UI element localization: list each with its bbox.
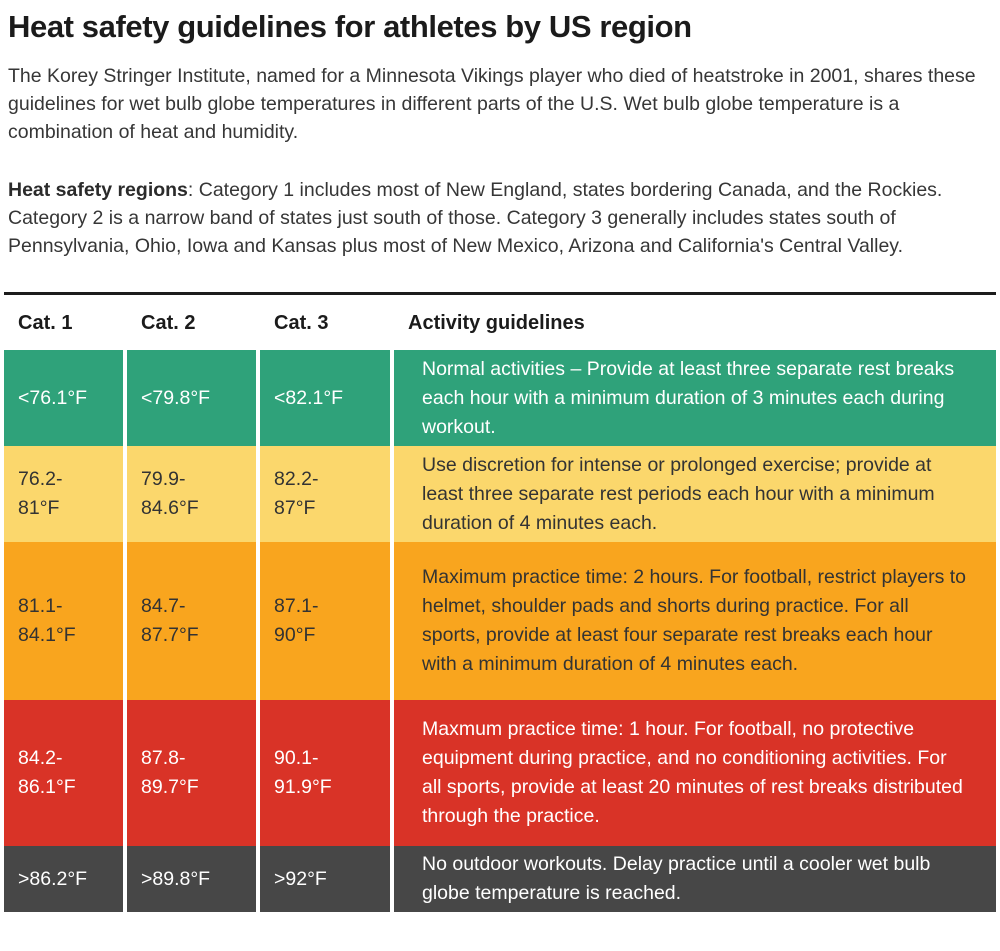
table-row-limited-practice: 81.1- 84.1°F 84.7- 87.7°F 87.1- 90°F Max… [4,542,996,700]
guideline-cell: Maxmum practice time: 1 hour. For footba… [390,700,996,846]
cat1-cell: 84.2- 86.1°F [18,747,76,798]
guideline-cell: Maximum practice time: 2 hours. For foot… [390,542,996,700]
header-activity-guidelines: Activity guidelines [390,295,996,350]
table-row-caution: 76.2- 81°F 79.9- 84.6°F 82.2- 87°F Use d… [4,446,996,542]
regions-description: : Category 1 includes most of New Englan… [8,179,943,257]
table-row-severe: 84.2- 86.1°F 87.8- 89.7°F 90.1- 91.9°F M… [4,700,996,846]
guidelines-table-container: Cat. 1 Cat. 2 Cat. 3 Activity guidelines… [4,292,996,912]
intro-paragraph: The Korey Stringer Institute, named for … [8,65,976,143]
header-cat-1: Cat. 1 [4,295,123,350]
cat2-cell: 87.8- 89.7°F [123,700,256,846]
guideline-cell: Normal activities – Provide at least thr… [390,350,996,446]
cat1-cell: >86.2°F [18,867,88,890]
cat1-cell: 76.2- 81°F [18,468,63,519]
table-row-normal: <76.1°F <79.8°F <82.1°F Normal activitie… [4,350,996,446]
page-title: Heat safety guidelines for athletes by U… [8,9,692,44]
cat2-cell: 84.7- 87.7°F [123,542,256,700]
cat3-cell: >92°F [256,846,390,912]
table-row-no-workouts: >86.2°F >89.8°F >92°F No outdoor workout… [4,846,996,912]
cat3-cell: 87.1- 90°F [256,542,390,700]
cat2-cell: <79.8°F [123,350,256,446]
cat2-cell: 79.9- 84.6°F [123,446,256,542]
guideline-cell: Use discretion for intense or prolonged … [390,446,996,542]
infographic: Heat safety guidelines for athletes by U… [0,8,1000,912]
cat3-cell: 90.1- 91.9°F [256,700,390,846]
cat3-cell: <82.1°F [256,350,390,446]
guidelines-table: Cat. 1 Cat. 2 Cat. 3 Activity guidelines… [4,295,996,912]
cat1-cell: <76.1°F [18,386,88,409]
cat3-cell: 82.2- 87°F [256,446,390,542]
guideline-cell: No outdoor workouts. Delay practice unti… [390,846,996,912]
cat2-cell: >89.8°F [123,846,256,912]
regions-paragraph: Heat safety regions: Category 1 includes… [8,176,996,260]
header-cat-3: Cat. 3 [256,295,390,350]
table-header: Cat. 1 Cat. 2 Cat. 3 Activity guidelines [4,295,996,350]
regions-lead: Heat safety regions [8,179,188,201]
cat1-cell: 81.1- 84.1°F [18,595,76,646]
header-cat-2: Cat. 2 [123,295,256,350]
